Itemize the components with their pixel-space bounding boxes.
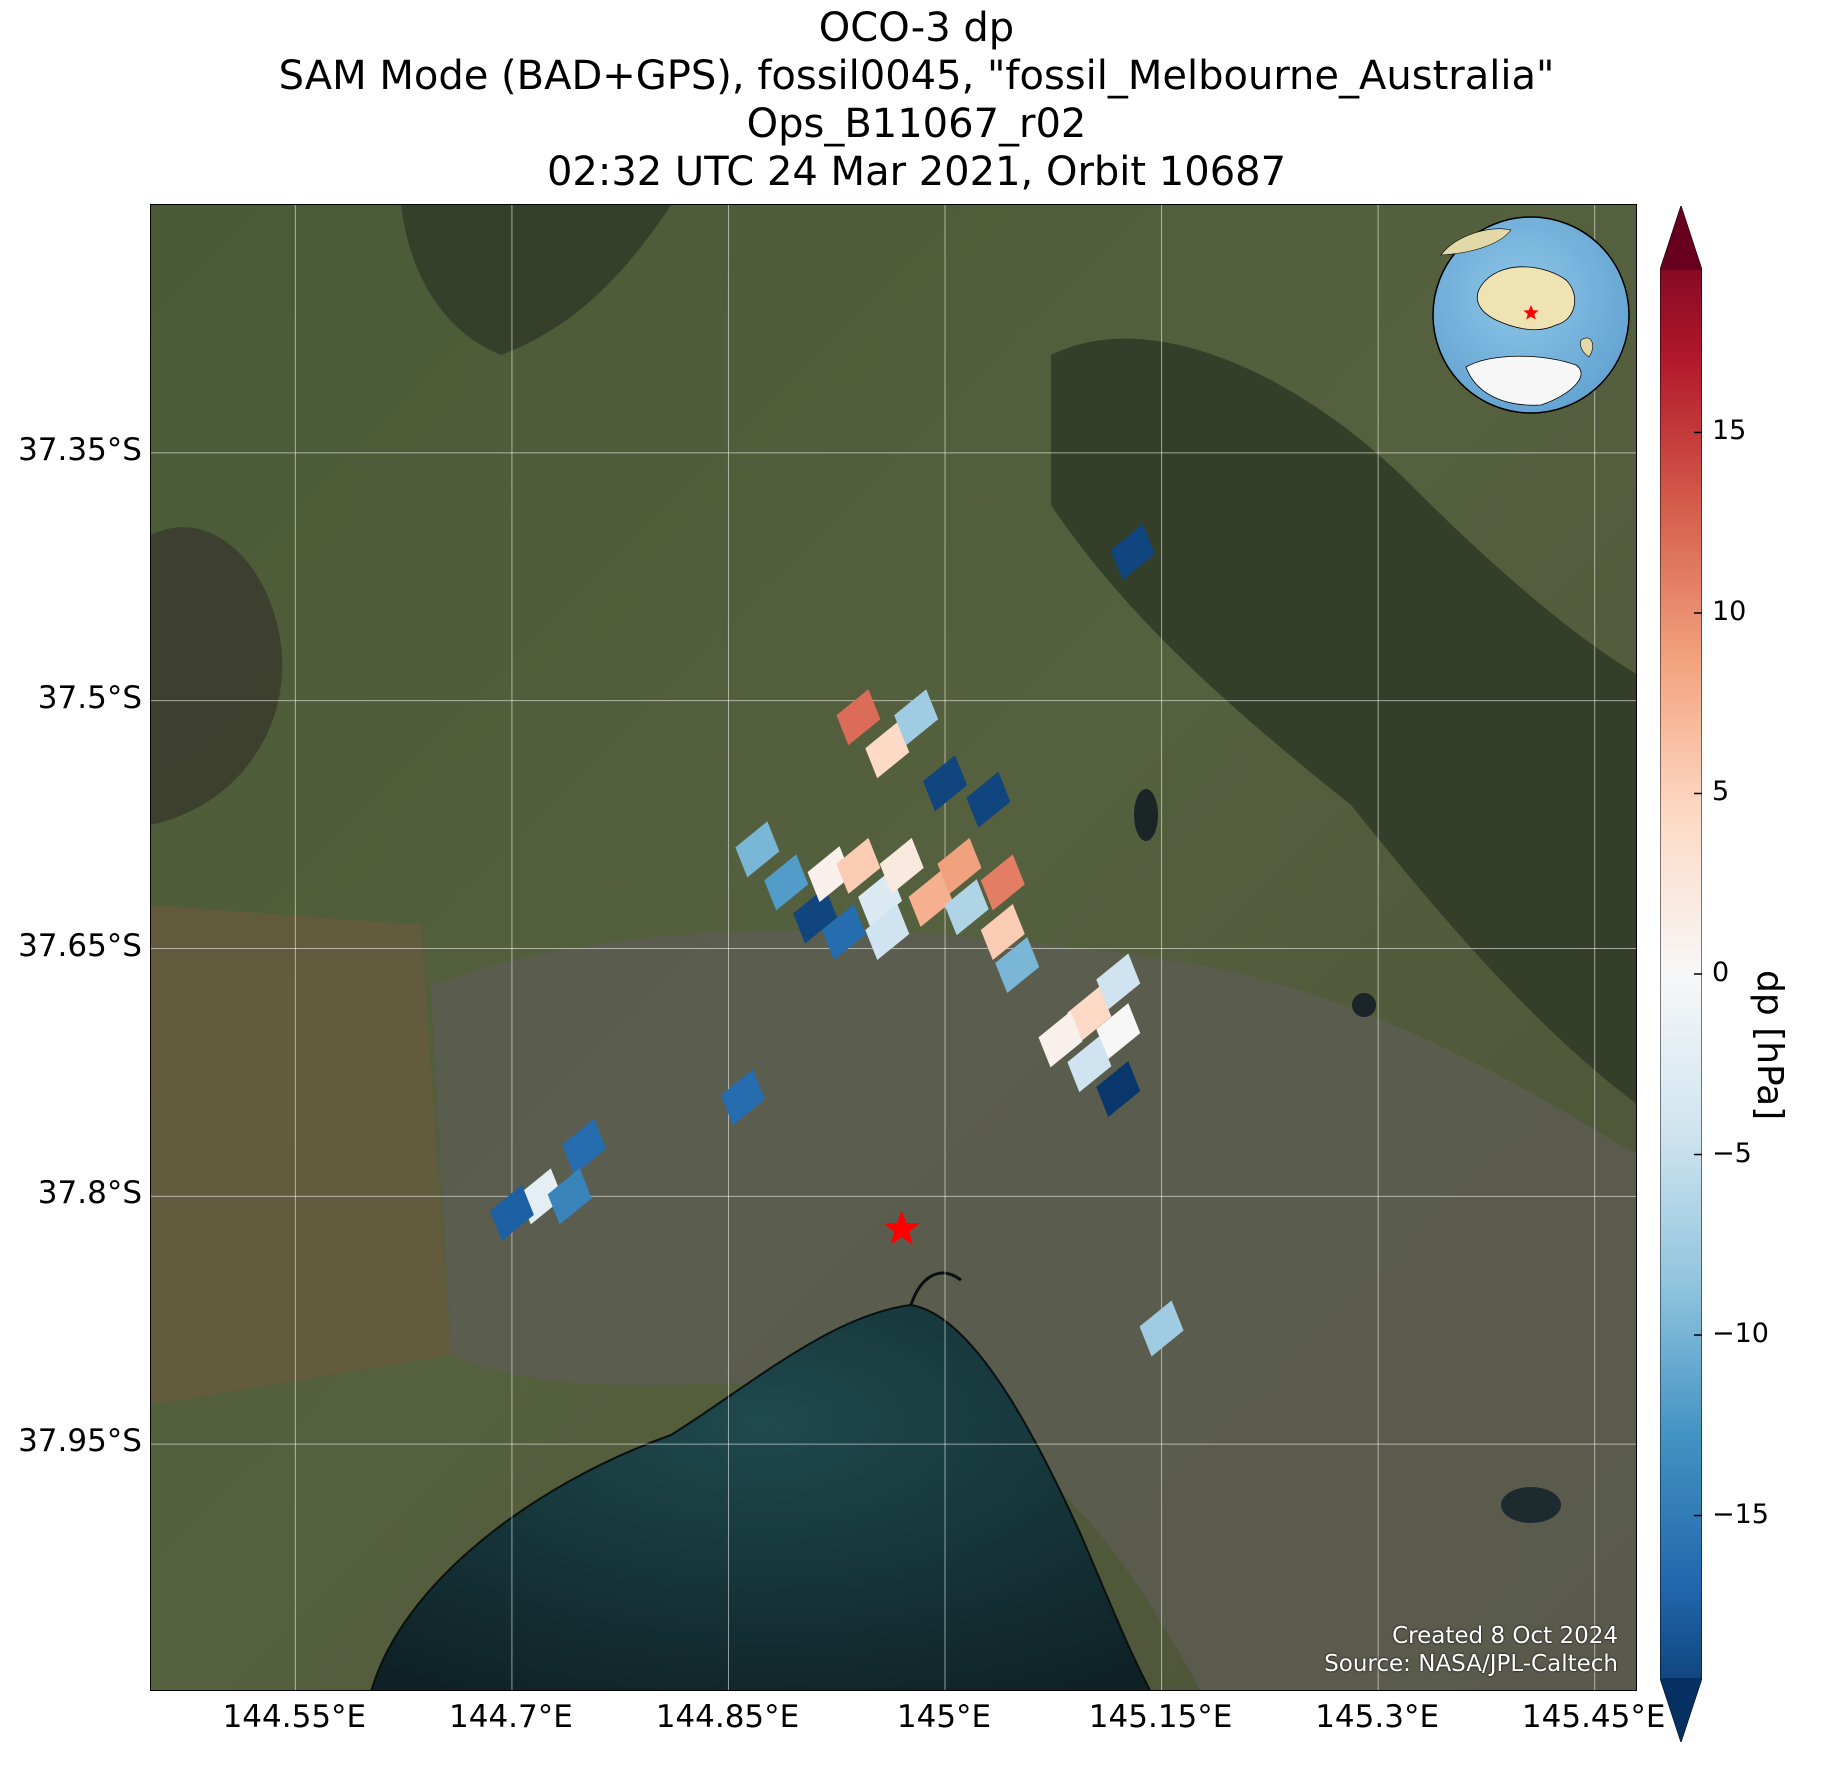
sounding-footprint bbox=[1038, 1011, 1083, 1068]
sounding-footprint bbox=[836, 837, 881, 894]
source-note: Source: NASA/JPL-Caltech bbox=[1324, 1651, 1618, 1677]
globe-australia bbox=[1476, 266, 1575, 331]
x-tick-label: 145.15°E bbox=[1088, 1699, 1233, 1735]
sounding-footprint bbox=[879, 837, 924, 894]
sounding-footprint bbox=[1067, 1036, 1112, 1093]
colorbar-tick-label: 5 bbox=[1712, 776, 1730, 808]
sounding-footprint bbox=[995, 937, 1040, 994]
sounding-footprint bbox=[562, 1118, 607, 1175]
colorbar-ticks bbox=[1694, 431, 1702, 1517]
sounding-footprint bbox=[1096, 953, 1141, 1010]
y-tick-label: 37.35°S bbox=[18, 431, 142, 468]
sounding-footprint bbox=[836, 689, 881, 746]
gridlines bbox=[151, 205, 1636, 1690]
colorbar-extend-max bbox=[1660, 206, 1702, 270]
x-tick-label: 145.45°E bbox=[1521, 1699, 1666, 1735]
sounding-footprint bbox=[821, 903, 866, 960]
colorbar-label: dp [hPa] bbox=[1749, 970, 1790, 1121]
inset-target-star bbox=[1523, 305, 1539, 320]
colorbar-tick-label: −5 bbox=[1712, 1137, 1752, 1169]
sounding-footprint bbox=[923, 755, 968, 812]
y-tick-label: 37.95°S bbox=[18, 1423, 142, 1460]
sounding-footprint bbox=[489, 1184, 534, 1241]
ranges-forest bbox=[1051, 338, 1636, 1104]
sounding-footprint bbox=[1139, 1300, 1184, 1357]
satellite-basemap bbox=[151, 205, 1636, 1690]
globe-antarctica bbox=[1465, 355, 1582, 406]
colorbar-tick-label: 15 bbox=[1712, 415, 1747, 447]
sounding-footprint bbox=[735, 821, 780, 878]
reservoir-southeast bbox=[1501, 1487, 1561, 1523]
y-tick-label: 37.5°S bbox=[37, 679, 142, 716]
y-tick-label: 37.8°S bbox=[37, 1175, 142, 1212]
sounding-footprint bbox=[865, 903, 910, 960]
x-tick-label: 145°E bbox=[896, 1699, 992, 1735]
colorbar-gradient bbox=[1660, 206, 1702, 1742]
title-line-3: Ops_B11067_r02 bbox=[746, 101, 1087, 147]
sounding-footprint bbox=[807, 846, 852, 903]
sounding-footprint bbox=[547, 1168, 592, 1225]
sounding-footprint bbox=[793, 887, 838, 944]
yarra-river-mouth bbox=[909, 1271, 962, 1306]
globe-asia bbox=[1440, 228, 1512, 256]
sounding-footprint bbox=[937, 837, 982, 894]
sounding-footprint bbox=[966, 771, 1011, 828]
sounding-footprint bbox=[865, 722, 910, 779]
x-tick-label: 144.7°E bbox=[449, 1699, 573, 1735]
port-phillip-bay bbox=[370, 1303, 1152, 1690]
hills-north bbox=[401, 205, 671, 355]
sounding-footprint bbox=[980, 903, 1025, 960]
sounding-footprint bbox=[944, 879, 989, 936]
created-note: Created 8 Oct 2024 bbox=[1392, 1623, 1618, 1649]
sounding-footprint bbox=[894, 689, 939, 746]
colorbar-tick-label: −15 bbox=[1712, 1498, 1769, 1530]
x-tick-label: 144.55°E bbox=[222, 1699, 367, 1735]
colorbar-tick-label: −10 bbox=[1712, 1318, 1769, 1350]
colorbar-tick-label: 10 bbox=[1712, 595, 1747, 627]
title-line-2: SAM Mode (BAD+GPS), fossil0045, "fossil_… bbox=[278, 53, 1555, 99]
title-line-1: OCO-3 dp bbox=[818, 5, 1015, 51]
sounding-footprint bbox=[1096, 1060, 1141, 1117]
globe-new-zealand bbox=[1580, 337, 1593, 358]
sounding-footprint bbox=[980, 854, 1025, 911]
colorbar bbox=[1660, 206, 1702, 1742]
sounding-footprint bbox=[1110, 523, 1155, 580]
x-tick-label: 144.85°E bbox=[655, 1699, 800, 1735]
target-star bbox=[883, 1210, 920, 1245]
sounding-footprint bbox=[764, 854, 809, 911]
hills-west bbox=[151, 527, 283, 825]
sounding-footprint bbox=[908, 870, 953, 927]
inset-globe bbox=[1432, 216, 1630, 414]
reservoir-north bbox=[1134, 789, 1158, 841]
y-tick-label: 37.65°S bbox=[18, 927, 142, 964]
farmland-west bbox=[151, 905, 451, 1405]
sounding-footprint bbox=[1067, 986, 1112, 1043]
reservoir-east bbox=[1352, 993, 1376, 1017]
sounding-footprint bbox=[720, 1069, 765, 1126]
colorbar-extend-min bbox=[1660, 1678, 1702, 1742]
target-star-marker bbox=[883, 1210, 920, 1245]
sounding-footprint bbox=[1096, 1003, 1141, 1060]
sounding-footprints bbox=[489, 523, 1184, 1357]
x-tick-label: 145.3°E bbox=[1315, 1699, 1440, 1735]
map-panel[interactable]: Created 8 Oct 2024 Source: NASA/JPL-Calt… bbox=[150, 204, 1637, 1691]
title-line-4: 02:32 UTC 24 Mar 2021, Orbit 10687 bbox=[546, 149, 1287, 195]
colorbar-tick-label: 0 bbox=[1712, 957, 1730, 988]
